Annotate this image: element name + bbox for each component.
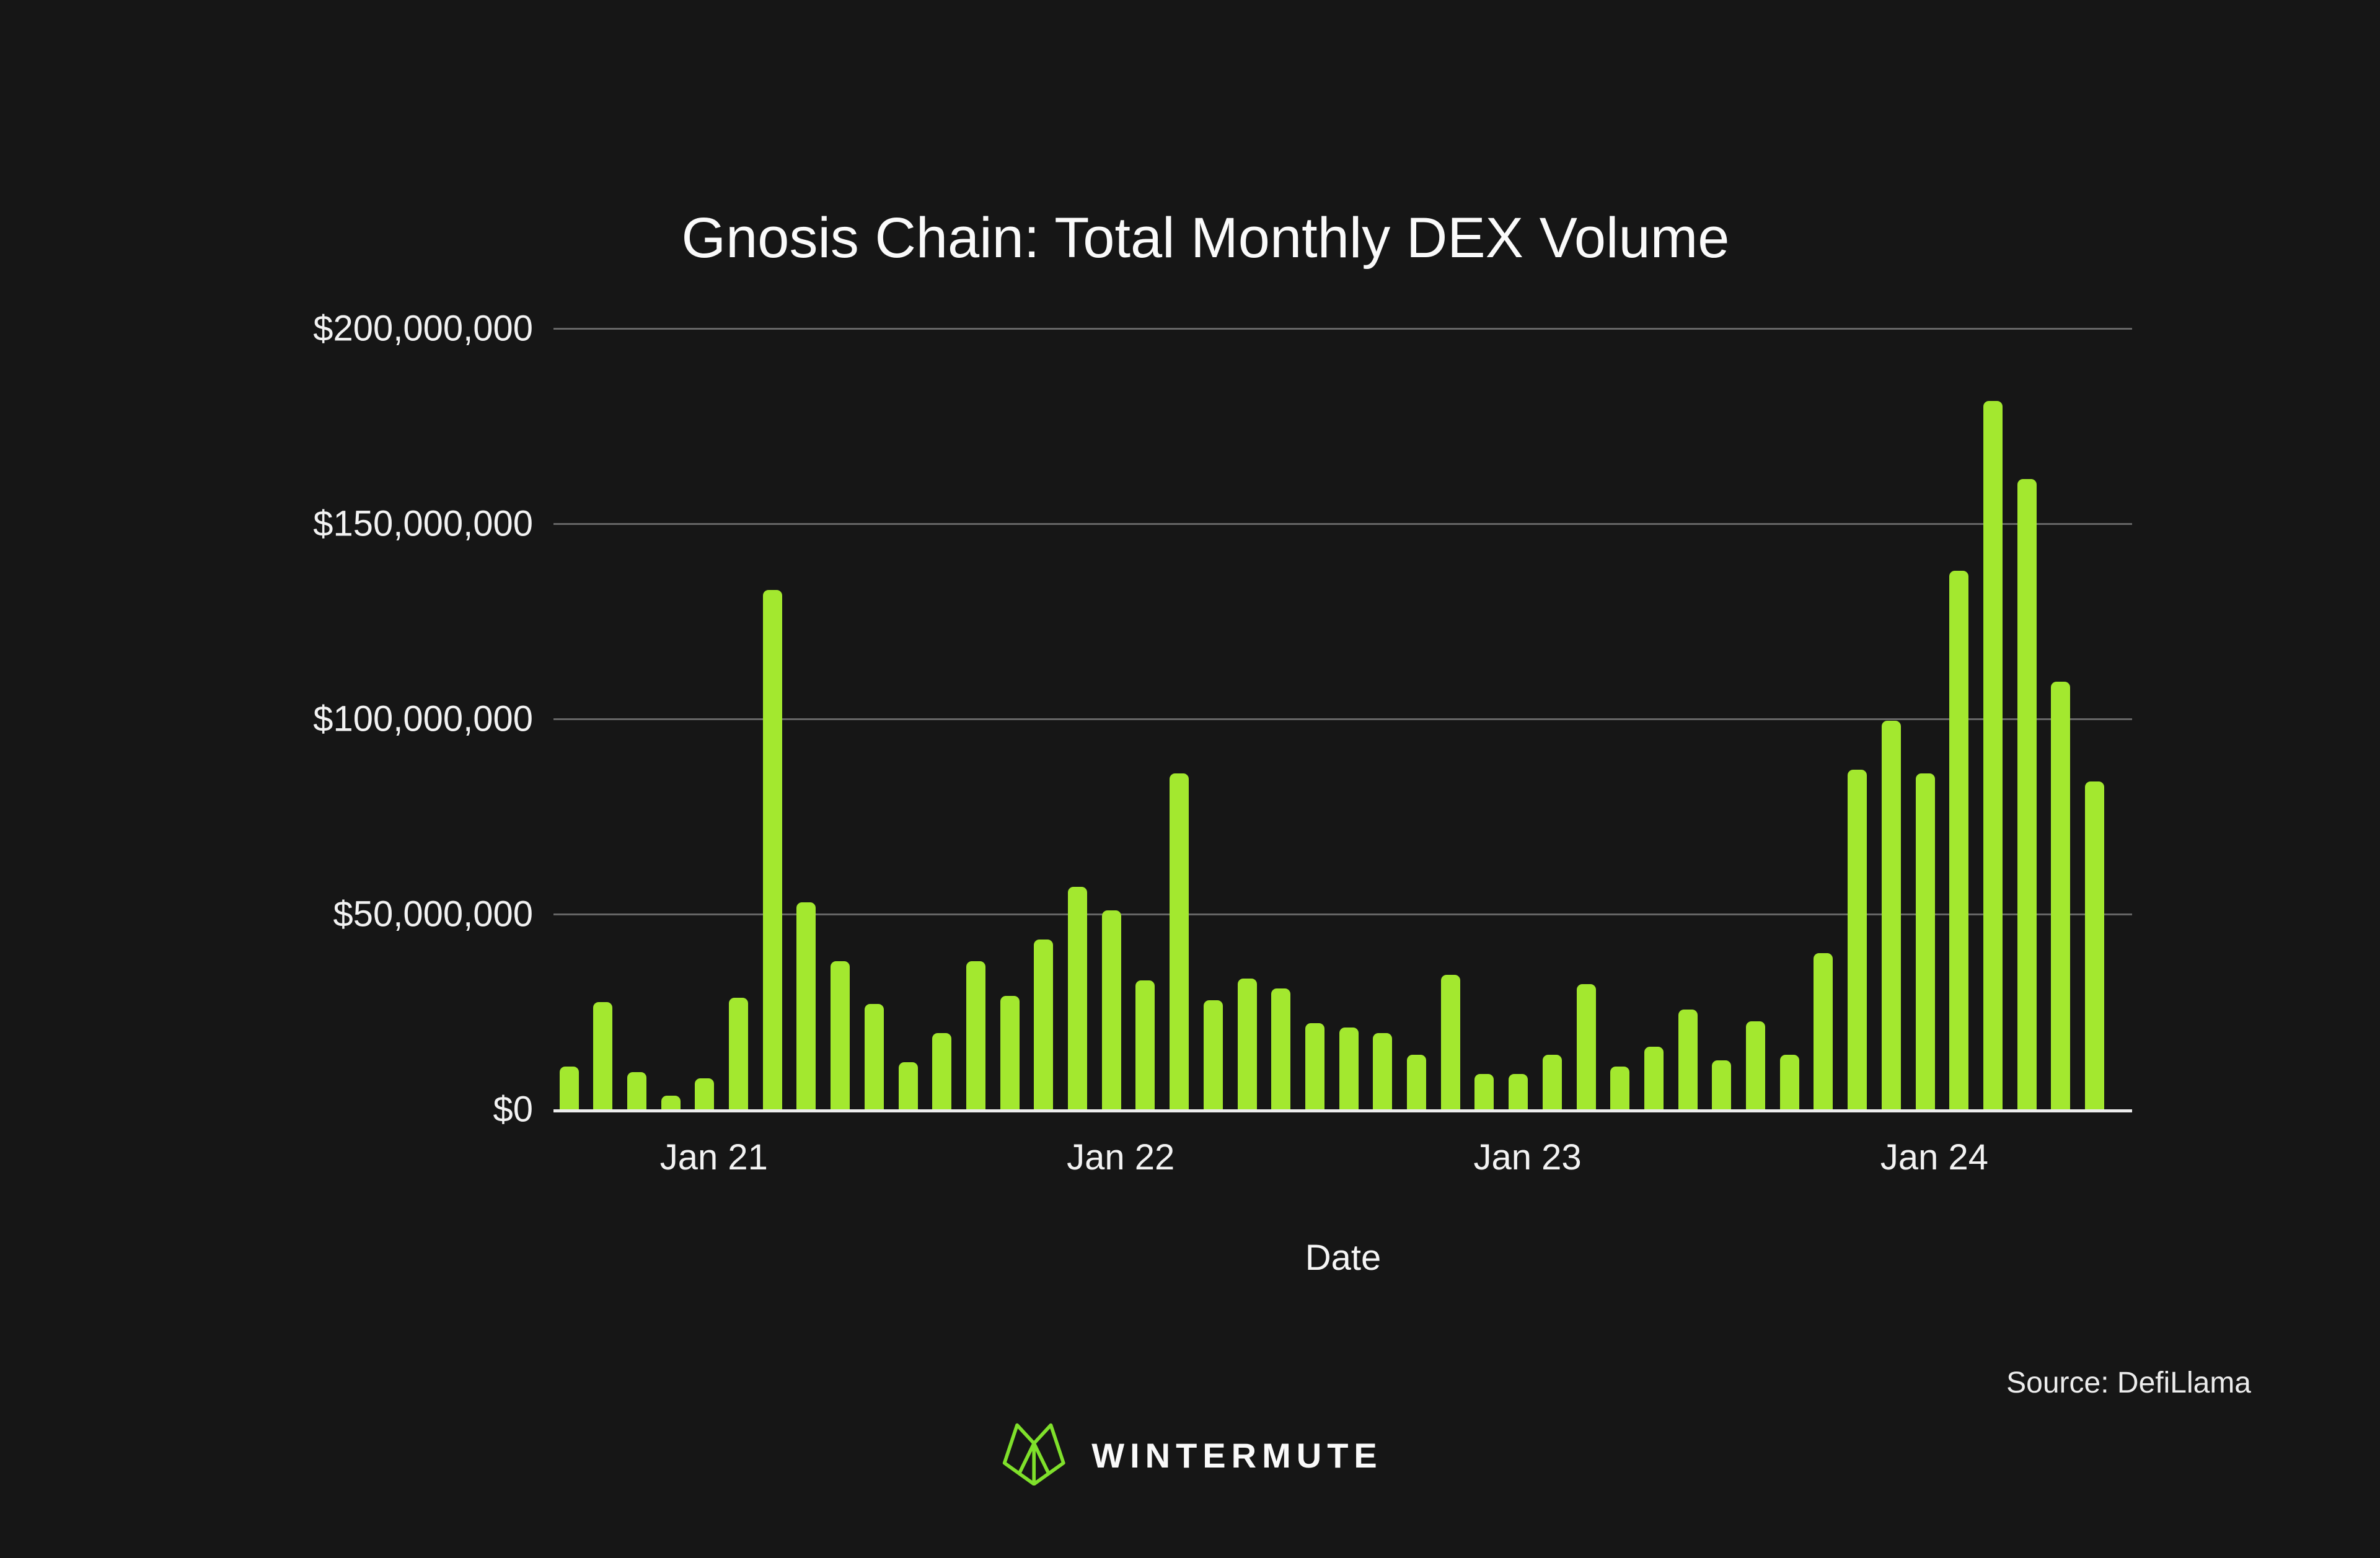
y-tick-label: $100,000,000 (313, 698, 533, 739)
y-tick-label: $50,000,000 (333, 894, 533, 935)
bar (1170, 773, 1189, 1109)
source-credit: Source: DefiLlama (2006, 1367, 2251, 1399)
bar (1949, 570, 1969, 1109)
bar (1610, 1066, 1630, 1109)
bar (1101, 910, 1121, 1109)
bar (1915, 773, 1935, 1109)
bar (1542, 1054, 1562, 1109)
bar (1576, 984, 1596, 1109)
bar (1271, 988, 1291, 1109)
bar (1135, 980, 1155, 1109)
bar (729, 998, 748, 1109)
bar (1000, 996, 1020, 1109)
x-axis-line (553, 1109, 2132, 1112)
bar (1509, 1074, 1528, 1109)
bar (1746, 1021, 1765, 1109)
bar (2017, 478, 2037, 1109)
x-tick-label: Jan 23 (1473, 1137, 1582, 1177)
bar (1779, 1054, 1799, 1109)
bar (1237, 978, 1257, 1109)
bar (1644, 1047, 1664, 1109)
bar (1339, 1027, 1359, 1109)
bar (898, 1062, 918, 1109)
bar (1068, 886, 1087, 1109)
bar (796, 902, 816, 1109)
x-tick-label: Jan 21 (659, 1137, 768, 1177)
bar (695, 1078, 715, 1109)
bar (559, 1066, 579, 1109)
bar (1203, 1000, 1223, 1109)
bar (1983, 400, 2003, 1109)
gridline (553, 913, 2132, 915)
bar (661, 1095, 681, 1109)
y-tick-label: $150,000,000 (313, 503, 533, 544)
wintermute-logo: WINTERMUTE (997, 1422, 1383, 1489)
gridline (553, 523, 2132, 525)
x-tick-label: Jan 24 (1880, 1137, 1989, 1177)
wintermute-fox-icon (997, 1422, 1070, 1489)
y-tick-label: $0 (493, 1089, 533, 1130)
x-tick-label: Jan 22 (1067, 1137, 1175, 1177)
bar (864, 1003, 884, 1109)
wintermute-wordmark: WINTERMUTE (1091, 1436, 1383, 1475)
bar (1474, 1074, 1494, 1109)
bar (1407, 1054, 1426, 1109)
bar (593, 1001, 613, 1109)
gridline (553, 718, 2132, 720)
bar (831, 961, 850, 1109)
bar (1373, 1033, 1393, 1109)
bar (966, 961, 985, 1109)
bar (2051, 682, 2071, 1109)
bar (1440, 974, 1460, 1109)
bar (1712, 1060, 1732, 1109)
chart-title: Gnosis Chain: Total Monthly DEX Volume (681, 206, 1730, 270)
bar (762, 590, 782, 1109)
bar (1034, 939, 1054, 1109)
bar (627, 1072, 646, 1109)
y-tick-label: $200,000,000 (313, 308, 533, 349)
bar (1305, 1023, 1324, 1109)
bar (1814, 953, 1833, 1109)
bar (2085, 781, 2104, 1109)
x-axis-title: Date (1305, 1238, 1382, 1278)
bar (1881, 721, 1901, 1109)
bar (1678, 1010, 1698, 1109)
bar (932, 1033, 952, 1109)
bar (1848, 769, 1867, 1109)
gridline (553, 328, 2132, 330)
